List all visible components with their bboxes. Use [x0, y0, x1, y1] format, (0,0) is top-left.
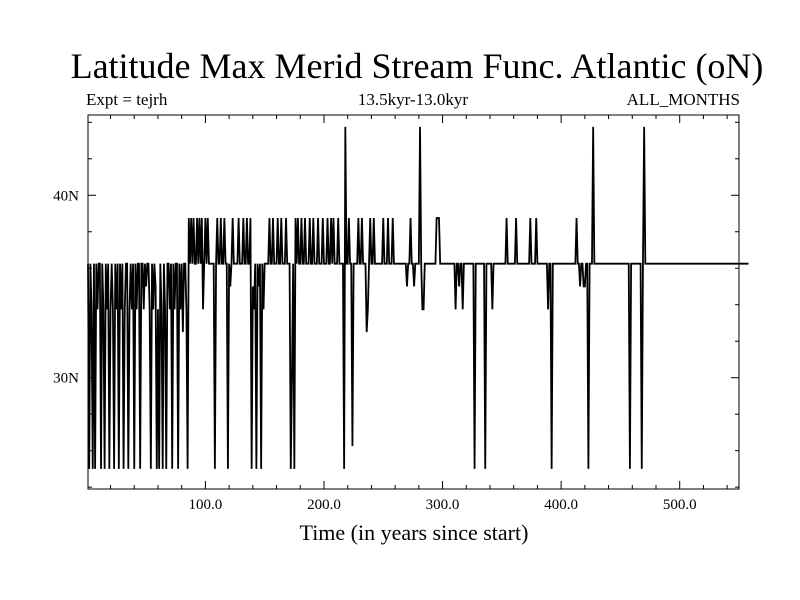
time-range-label: 13.5kyr-13.0kyr [357, 90, 469, 109]
x-tick-label: 200.0 [307, 497, 341, 513]
y-tick-label: 40N [53, 188, 79, 204]
series-group [87, 126, 749, 469]
x-axis-label: Time (in years since start) [299, 520, 529, 545]
x-tick-label: 500.0 [663, 497, 697, 513]
axis-tick-labels: 100.0 200.0 300.0 400.0 500.0 30N 40N [53, 188, 696, 513]
x-tick-label: 300.0 [426, 497, 460, 513]
x-tick-label: 100.0 [189, 497, 223, 513]
series-line [87, 126, 749, 469]
axis-ticks [88, 115, 739, 489]
y-tick-label: 30N [53, 371, 79, 387]
x-tick-label: 400.0 [544, 497, 578, 513]
experiment-label: Expt = tejrh [86, 90, 168, 109]
chart-title: Latitude Max Merid Stream Func. Atlantic… [70, 46, 764, 86]
months-label: ALL_MONTHS [626, 90, 740, 109]
